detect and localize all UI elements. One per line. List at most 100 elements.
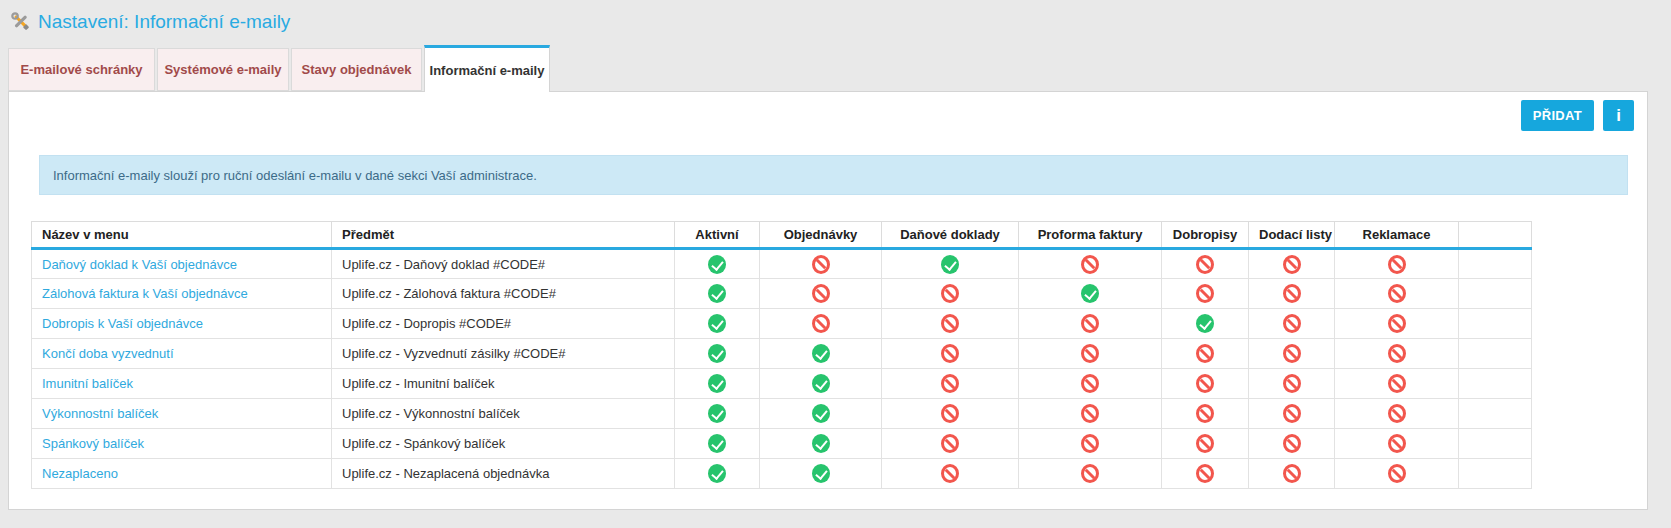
no-entry-icon[interactable] (941, 404, 959, 423)
column-header-dobropisy: Dobropisy (1162, 222, 1249, 249)
email-subject: Uplife.cz - Imunitní balíček (332, 369, 675, 399)
email-name-link[interactable]: Dobropis k Vaší objednávce (42, 316, 203, 331)
email-subject: Uplife.cz - Spánkový balíček (332, 429, 675, 459)
tab-informacni-emaily[interactable]: Informační e-maily (424, 45, 550, 92)
check-circle-icon[interactable] (708, 434, 726, 453)
no-entry-icon[interactable] (1283, 284, 1301, 303)
info-banner: Informační e-maily slouží pro ruční odes… (39, 155, 1628, 195)
no-entry-icon[interactable] (1388, 314, 1406, 333)
no-entry-icon[interactable] (941, 374, 959, 393)
check-circle-icon[interactable] (708, 314, 726, 333)
email-subject: Uplife.cz - Dopropis #CODE# (332, 309, 675, 339)
no-entry-icon[interactable] (1081, 374, 1099, 393)
check-circle-icon[interactable] (708, 374, 726, 393)
column-header-aktivni: Aktivní (675, 222, 760, 249)
no-entry-icon[interactable] (1081, 255, 1099, 274)
column-header-proforma-faktury: Proforma faktury (1019, 222, 1162, 249)
no-entry-icon[interactable] (1081, 344, 1099, 363)
no-entry-icon[interactable] (1196, 464, 1214, 483)
check-circle-icon[interactable] (941, 255, 959, 274)
no-entry-icon[interactable] (1081, 464, 1099, 483)
no-entry-icon[interactable] (941, 314, 959, 333)
no-entry-icon[interactable] (1283, 314, 1301, 333)
no-entry-icon[interactable] (1196, 255, 1214, 274)
no-entry-icon[interactable] (1388, 344, 1406, 363)
check-circle-icon[interactable] (812, 344, 830, 363)
no-entry-icon[interactable] (1283, 464, 1301, 483)
no-entry-icon[interactable] (812, 255, 830, 274)
actions-cell (1459, 429, 1532, 459)
actions-cell (1459, 309, 1532, 339)
no-entry-icon[interactable] (1283, 255, 1301, 274)
tab-emailove-schranky[interactable]: E-mailové schránky (8, 48, 155, 91)
check-circle-icon[interactable] (708, 404, 726, 423)
no-entry-icon[interactable] (1388, 255, 1406, 274)
check-circle-icon[interactable] (1081, 284, 1099, 303)
email-name-link[interactable]: Nezaplaceno (42, 466, 118, 481)
check-circle-icon[interactable] (812, 374, 830, 393)
check-circle-icon[interactable] (708, 284, 726, 303)
check-circle-icon[interactable] (812, 434, 830, 453)
check-circle-icon[interactable] (812, 464, 830, 483)
email-subject: Uplife.cz - Nezaplacená objednávka (332, 459, 675, 489)
email-name-link[interactable]: Zálohová faktura k Vaší objednávce (42, 286, 248, 301)
check-circle-icon[interactable] (708, 464, 726, 483)
column-header-objednavky: Objednávky (760, 222, 882, 249)
email-name-link[interactable]: Výkonnostní balíček (42, 406, 158, 421)
no-entry-icon[interactable] (1388, 404, 1406, 423)
check-circle-icon[interactable] (708, 344, 726, 363)
email-subject: Uplife.cz - Zálohová faktura #CODE# (332, 279, 675, 309)
no-entry-icon[interactable] (941, 284, 959, 303)
toolbar: PŘIDAT i (1521, 100, 1634, 131)
column-header-predmet: Předmět (332, 222, 675, 249)
no-entry-icon[interactable] (1196, 434, 1214, 453)
check-circle-icon[interactable] (1196, 314, 1214, 333)
tab-stavy-objednavek[interactable]: Stavy objednávek (291, 48, 422, 91)
no-entry-icon[interactable] (1388, 284, 1406, 303)
email-name-link[interactable]: Imunitní balíček (42, 376, 133, 391)
no-entry-icon[interactable] (1388, 434, 1406, 453)
actions-cell (1459, 399, 1532, 429)
no-entry-icon[interactable] (1196, 374, 1214, 393)
tab-systemove-emaily[interactable]: Systémové e-maily (157, 48, 289, 91)
no-entry-icon[interactable] (1388, 374, 1406, 393)
no-entry-icon[interactable] (1196, 284, 1214, 303)
actions-cell (1459, 459, 1532, 489)
actions-cell (1459, 339, 1532, 369)
email-name-link[interactable]: Daňový doklad k Vaší objednávce (42, 257, 237, 272)
no-entry-icon[interactable] (1081, 434, 1099, 453)
actions-cell (1459, 249, 1532, 279)
email-name-link[interactable]: Spánkový balíček (42, 436, 144, 451)
check-circle-icon[interactable] (708, 255, 726, 274)
no-entry-icon[interactable] (941, 434, 959, 453)
table-row: Imunitní balíček Uplife.cz - Imunitní ba… (32, 369, 1532, 399)
table-row: Spánkový balíček Uplife.cz - Spánkový ba… (32, 429, 1532, 459)
info-banner-text: Informační e-maily slouží pro ruční odes… (53, 168, 537, 183)
no-entry-icon[interactable] (1081, 314, 1099, 333)
no-entry-icon[interactable] (1283, 434, 1301, 453)
check-circle-icon[interactable] (812, 404, 830, 423)
email-name-link[interactable]: Končí doba vyzvednutí (42, 346, 174, 361)
tab-bar: E-mailové schránky Systémové e-maily Sta… (0, 44, 1671, 91)
actions-cell (1459, 369, 1532, 399)
no-entry-icon[interactable] (812, 284, 830, 303)
no-entry-icon[interactable] (1283, 404, 1301, 423)
no-entry-icon[interactable] (1196, 404, 1214, 423)
no-entry-icon[interactable] (812, 314, 830, 333)
table-row: Dobropis k Vaší objednávce Uplife.cz - D… (32, 309, 1532, 339)
no-entry-icon[interactable] (1283, 374, 1301, 393)
table-body: Daňový doklad k Vaší objednávce Uplife.c… (32, 249, 1532, 489)
emails-table: Název v menu Předmět Aktivní Objednávky … (31, 221, 1532, 489)
column-header-actions (1459, 222, 1532, 249)
no-entry-icon[interactable] (1388, 464, 1406, 483)
no-entry-icon[interactable] (941, 344, 959, 363)
add-button[interactable]: PŘIDAT (1521, 100, 1594, 131)
no-entry-icon[interactable] (1196, 344, 1214, 363)
info-button[interactable]: i (1603, 100, 1634, 131)
actions-cell (1459, 279, 1532, 309)
email-subject: Uplife.cz - Vyzvednutí zásilky #CODE# (332, 339, 675, 369)
no-entry-icon[interactable] (1081, 404, 1099, 423)
no-entry-icon[interactable] (941, 464, 959, 483)
no-entry-icon[interactable] (1283, 344, 1301, 363)
tools-icon (10, 11, 31, 32)
